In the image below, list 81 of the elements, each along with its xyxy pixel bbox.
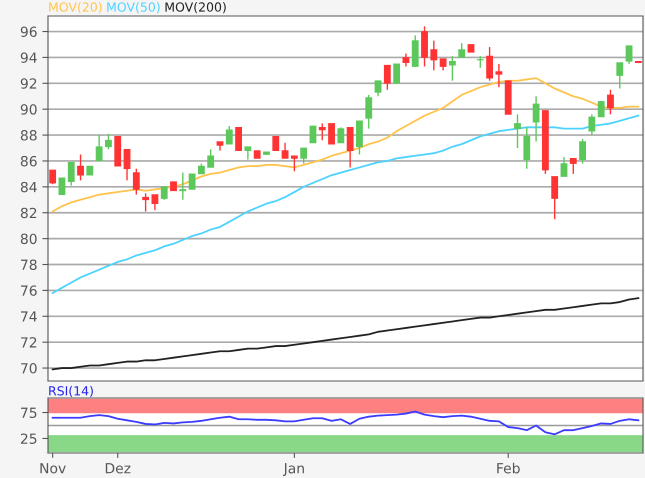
candlestick — [523, 126, 530, 170]
candlestick — [365, 94, 372, 130]
candlestick — [579, 138, 586, 164]
y-tick-label: 90 — [20, 104, 37, 115]
candlestick — [598, 101, 605, 118]
candlestick — [300, 147, 308, 164]
line-series — [52, 77, 640, 212]
candlestick — [393, 64, 400, 84]
candlestick — [532, 96, 540, 142]
candlestick — [607, 89, 614, 116]
x-tick-label: Nov — [40, 463, 66, 474]
y-tick-label: 92 — [20, 78, 36, 89]
candlestick — [244, 146, 252, 160]
candlestick — [179, 172, 186, 200]
candlestick — [132, 168, 140, 196]
y-tick-label: 74 — [21, 311, 37, 322]
candlestick — [310, 126, 316, 144]
y-tick-label: 84 — [20, 182, 37, 192]
line-series — [52, 114, 640, 294]
x-tick-label: Jan — [282, 463, 304, 476]
candlestick — [105, 133, 112, 150]
candlestick — [68, 162, 75, 186]
candlestick — [476, 55, 484, 68]
candlestick — [49, 169, 56, 185]
candlestick — [328, 122, 335, 145]
candlestick — [374, 80, 382, 97]
candlestick — [207, 148, 214, 168]
candlestick — [448, 55, 456, 82]
y-tick-label: 76 — [21, 285, 37, 296]
candlestick — [160, 186, 168, 200]
candlestick — [495, 63, 502, 88]
y-tick-label: 88 — [20, 130, 37, 141]
y-tick-label: 82 — [20, 208, 36, 218]
y-tick-label: 70 — [21, 363, 37, 374]
candlestick — [86, 166, 94, 176]
text: MOV(200) — [165, 2, 226, 14]
candlestick — [346, 126, 354, 168]
candlestick — [402, 52, 410, 68]
y-tick-label: 78 — [21, 259, 37, 270]
y-tick-label: 96 — [20, 26, 37, 38]
candlestick — [440, 58, 447, 72]
candlestick — [170, 181, 177, 192]
text: MOV(50) — [107, 2, 160, 14]
candlestick — [588, 114, 596, 136]
x-tick-label: Feb — [497, 462, 520, 474]
candlestick — [458, 42, 466, 58]
candlestick — [96, 134, 103, 162]
candlestick — [626, 45, 632, 65]
candlestick — [58, 177, 66, 195]
candlestick — [142, 192, 150, 212]
candlestick — [560, 156, 568, 178]
candlestick — [216, 140, 224, 152]
candlestick — [272, 136, 280, 151]
candlestick — [282, 142, 288, 160]
candlestick — [226, 125, 233, 145]
x-tick-label: Dez — [106, 463, 130, 474]
candlestick — [235, 126, 242, 151]
y-tick-label: 25 — [20, 433, 36, 444]
line-series — [52, 297, 640, 370]
candlestick — [514, 114, 521, 149]
line-series — [52, 410, 640, 436]
text: MOV(20) — [49, 2, 102, 14]
y-tick-label: 75 — [21, 408, 36, 418]
candlestick — [570, 158, 577, 175]
candlestick — [616, 62, 624, 90]
candlestick — [290, 155, 298, 172]
candlestick — [384, 64, 391, 90]
candlestick — [188, 174, 196, 190]
y-tick-label: 80 — [20, 234, 37, 244]
candlestick — [430, 40, 438, 72]
y-tick-label: 72 — [21, 337, 36, 348]
candlestick — [124, 148, 130, 182]
candlestick — [198, 162, 205, 175]
chart-title: RSI(14) — [49, 386, 93, 398]
candlestick — [77, 154, 84, 182]
candlestick — [151, 194, 158, 211]
candlestick — [551, 176, 558, 220]
candlestick — [486, 46, 494, 82]
y-tick-label: 86 — [20, 156, 37, 166]
candlestick — [337, 126, 344, 144]
y-tick-label: 94 — [20, 52, 37, 63]
